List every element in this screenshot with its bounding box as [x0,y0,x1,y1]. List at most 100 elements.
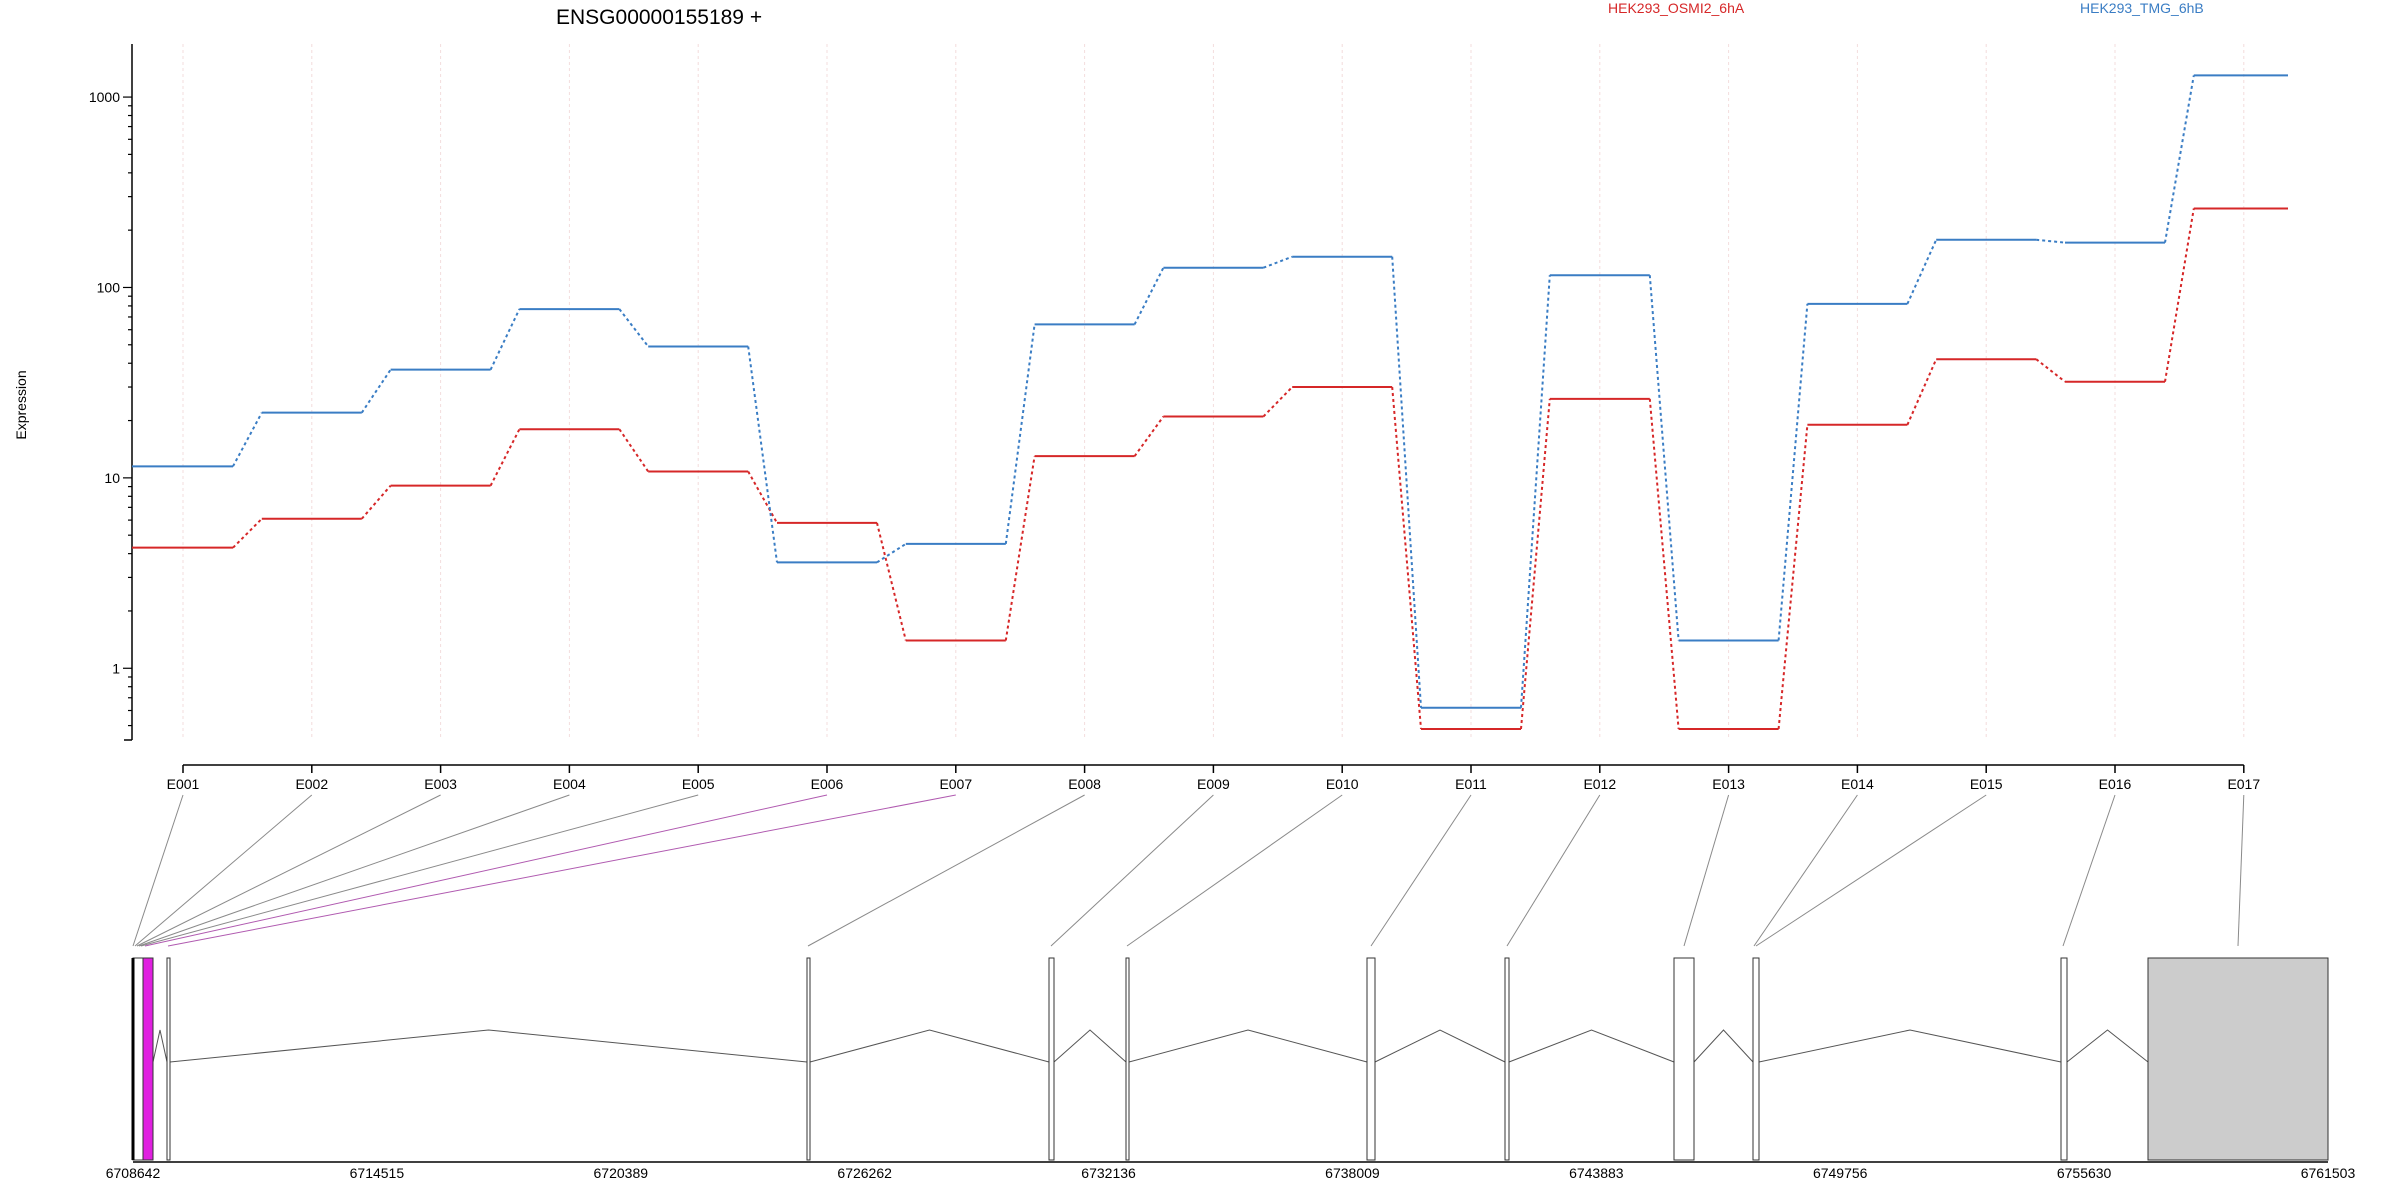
coordinate-label: 6738009 [1325,1165,1380,1181]
x-tick-label: E001 [167,776,200,792]
intron-line [809,1029,1050,1063]
intron-line [152,1029,168,1063]
coordinate-label: 6732136 [1081,1165,1136,1181]
intron-line [2066,1029,2149,1063]
series-1-connector [2035,358,2066,383]
exon-connector-line [2237,794,2245,947]
x-tick-label: E004 [553,776,586,792]
series-2-connector [1777,303,1809,641]
series-1-connector [1777,424,1809,730]
intron-line [1128,1029,1368,1063]
series-1-connector [361,485,392,520]
x-tick-label: E017 [2227,776,2260,792]
exon-connector-line [1755,794,1987,947]
series-2-connector [2036,238,2066,244]
series-2-connector [1263,255,1293,269]
intron-line [1053,1029,1127,1063]
exon-connector-line [1683,794,1730,947]
series-1-connector [232,518,263,549]
series-1-connector [1648,398,1680,730]
x-tick-label: E006 [811,776,844,792]
y-axis-label: Expression [13,370,29,439]
series-2-connector [1648,275,1680,641]
exon-block [142,957,154,1161]
x-tick-label: E009 [1197,776,1230,792]
intron-line [1374,1029,1506,1063]
x-tick-label: E008 [1068,776,1101,792]
exon-connector-line [807,794,1085,947]
series-1-connector [1520,398,1551,730]
chart-title: ENSG00000155189 + [556,6,762,29]
exon-connector-line [136,794,441,947]
coordinate-label: 6755630 [2057,1165,2112,1181]
y-tick-label: 1000 [89,89,120,105]
series-2-connector [876,543,907,564]
series-2-connector [1906,239,1938,305]
series-2-connector [1391,256,1422,708]
exon-connector-line [1506,794,1601,947]
exon-block [806,957,811,1161]
intron-line [169,1029,808,1063]
intron-line [1508,1029,1675,1063]
series-2-connector [2164,75,2195,243]
x-tick-label: E014 [1841,776,1874,792]
series-2-connector [747,346,778,563]
series-1-connector [876,522,907,641]
y-tick-label: 10 [104,470,120,486]
x-axis: E001 E002 E003 E004 E005 E006 E007 E008 E009 E010… [167,764,2260,792]
y-tick-label: 1 [112,660,120,676]
coordinate-label: 6720389 [594,1165,649,1181]
exon-connector-line [1126,794,1343,947]
y-tick-label: 100 [97,279,121,295]
series-2-connector [1004,324,1036,545]
exon-block [1366,957,1376,1161]
series-2-connector [1133,267,1165,325]
series-1-connector [1906,358,1938,426]
exon-connector-line [134,794,313,947]
series-1-connector [747,471,778,524]
exon-block [1125,957,1130,1161]
series-1-connector [1262,386,1293,418]
exon-connector-line [1370,794,1472,947]
exon-block [166,957,171,1161]
vertical-gridlines [182,44,2245,740]
exon-connector-line [167,794,956,947]
exon-connector-line [140,794,699,947]
x-tick-label: E016 [2099,776,2132,792]
series-2-connector [1520,275,1551,708]
series-1-connector [1004,456,1036,641]
exon-connector-line [144,794,828,947]
exon-connector-line [2062,794,2116,947]
series-1-connector [2164,208,2195,382]
x-tick-label: E005 [682,776,715,792]
series-1-connector [1391,386,1422,730]
series-2-connector [232,412,263,467]
series-2-connector [618,308,649,348]
exon-block [1048,957,1055,1161]
exon-block [1504,957,1510,1161]
genomic-coordinate-axis: 6708642 6714515 6720389 6726262 6732136 67380… [106,1161,2356,1181]
x-tick-label: E007 [939,776,972,792]
series-1-connector [1133,415,1165,457]
intron-line [1758,1029,2062,1063]
x-tick-label: E010 [1326,776,1359,792]
exon-block [1673,957,1695,1161]
coordinate-label: 6726262 [837,1165,892,1181]
terminal-exon-block [2147,957,2329,1161]
x-tick-label: E002 [295,776,328,792]
exon-connectors [132,794,2245,947]
coordinate-label: 6761503 [2301,1165,2356,1181]
x-tick-label: E015 [1970,776,2003,792]
exon-block [2060,957,2068,1161]
legend-label-series-1: HEK293_OSMI2_6hA [1608,0,1745,16]
series-lines [132,74,2288,730]
coordinate-label: 6714515 [350,1165,405,1181]
exon-connector-line [1050,794,1214,947]
series-2-connector [489,308,521,371]
series-1-connector [489,428,521,487]
coordinate-label: 6749756 [1813,1165,1868,1181]
x-tick-label: E012 [1583,776,1616,792]
series-1-connector [618,428,650,473]
y-axis: 1 10 100 1000 [89,44,133,741]
